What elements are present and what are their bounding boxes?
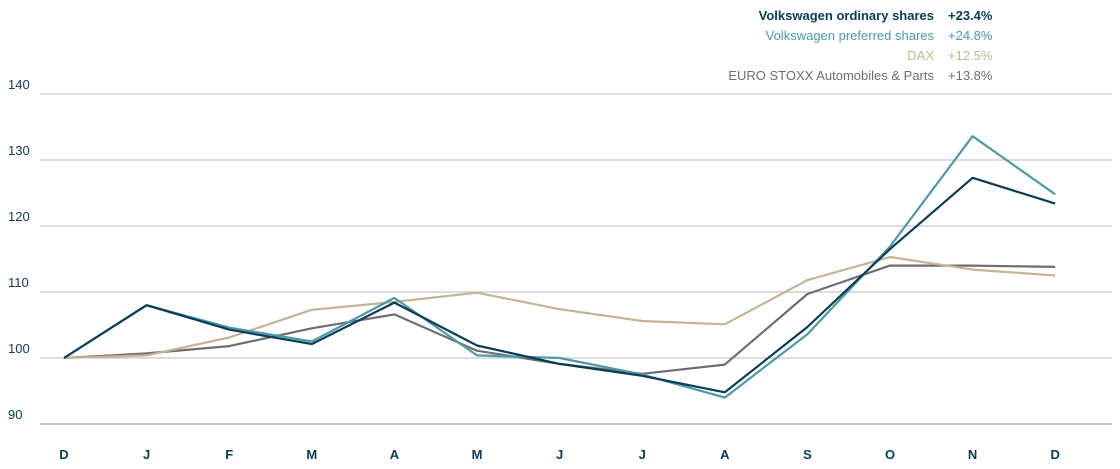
x-tick-label: S: [803, 447, 812, 462]
legend-entry-name: Volkswagen ordinary shares: [759, 8, 934, 23]
y-tick-label: 90: [8, 407, 22, 422]
y-axis: 90 100 110 120 130 140: [8, 77, 30, 422]
series-line-volkswagen-preferred-shares: [63, 135, 1056, 399]
legend-entry-name: Volkswagen preferred shares: [766, 28, 935, 43]
legend-entry-change: +24.8%: [948, 28, 993, 43]
x-tick-label: M: [306, 447, 317, 462]
series-lines: [63, 135, 1056, 399]
legend-entry-change: +12.5%: [948, 48, 993, 63]
legend-entry-change: +23.4%: [948, 8, 993, 23]
series-line-dax: [63, 255, 1056, 360]
legend-entry-name: DAX: [907, 48, 934, 63]
x-tick-label: F: [225, 447, 233, 462]
y-tick-label: 140: [8, 77, 30, 92]
x-tick-label: J: [639, 447, 646, 462]
x-tick-label: J: [556, 447, 563, 462]
x-tick-label: M: [472, 447, 483, 462]
series-line-volkswagen-ordinary-shares: [63, 176, 1056, 394]
x-tick-label: D: [1051, 447, 1060, 462]
x-tick-label: A: [390, 447, 400, 462]
legend: Volkswagen ordinary shares +23.4% Volkswag…: [728, 8, 993, 83]
y-tick-label: 110: [8, 275, 29, 290]
x-tick-label: N: [968, 447, 977, 462]
gridlines: [40, 93, 1112, 425]
x-tick-label: O: [885, 447, 895, 462]
x-tick-label: A: [720, 447, 730, 462]
x-tick-label: D: [59, 447, 68, 462]
x-tick-label: J: [143, 447, 150, 462]
y-tick-label: 120: [8, 209, 30, 224]
y-tick-label: 100: [8, 341, 30, 356]
legend-entry-name: EURO STOXX Automobiles & Parts: [728, 68, 934, 83]
legend-entry-change: +13.8%: [948, 68, 993, 83]
y-tick-label: 130: [8, 143, 30, 158]
